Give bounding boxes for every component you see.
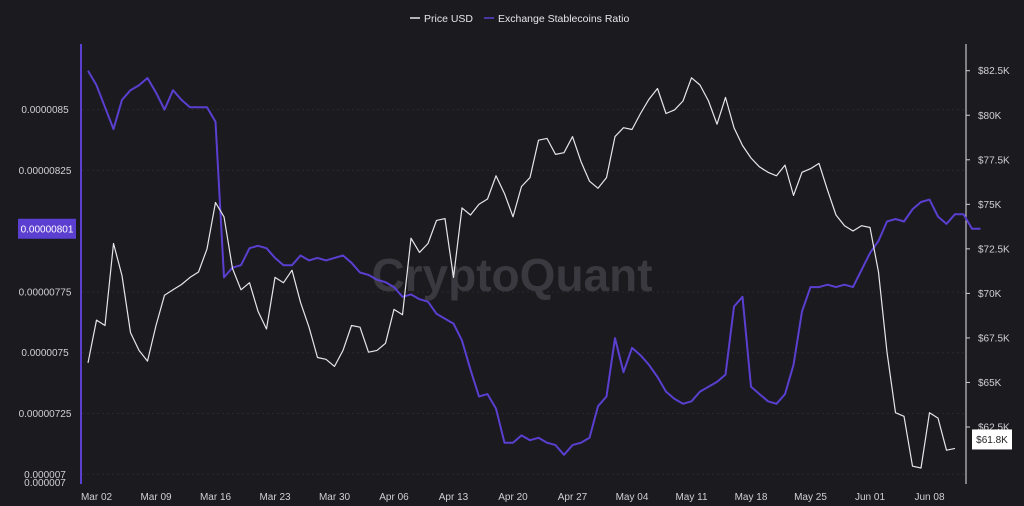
x-axis-ticks: Mar 02 Mar 09 Mar 16 Mar 23 Mar 30 Apr 06 Apr …	[81, 492, 945, 503]
left-current-badge-bg	[18, 218, 76, 239]
legend-label-price: Price USD	[424, 13, 473, 25]
right-tick-label: $67.5K	[978, 333, 1010, 344]
legend-item-ratio[interactable]: Exchange Stablecoins Ratio	[484, 13, 629, 25]
x-tick-label: Jun 08	[914, 492, 944, 503]
series-lines	[87, 70, 981, 469]
x-tick-label: May 18	[735, 492, 768, 503]
x-tick-label: Apr 27	[558, 492, 588, 503]
watermark: CryptoQuant	[371, 249, 652, 301]
left-tick-label: 0.0000085	[21, 105, 69, 116]
right-tick-label: $72.5K	[978, 244, 1010, 255]
left-tick-label: 0.0000075	[21, 348, 69, 359]
x-tick-label: May 25	[794, 492, 827, 503]
x-tick-label: Mar 09	[140, 492, 172, 503]
series-line-exchange-stablecoins-ratio	[87, 70, 981, 456]
legend[interactable]: Price USD Exchange Stablecoins Ratio	[410, 13, 629, 25]
grid	[82, 109, 965, 475]
left-axis-ticks: 0.0000085 0.00000825 0.00000775 0.0000075 0.…	[19, 105, 72, 489]
legend-label-ratio: Exchange Stablecoins Ratio	[498, 13, 629, 25]
series-line-price-usd	[87, 77, 956, 469]
right-tick-label: $62.5K	[978, 422, 1010, 433]
right-tick-label: $80K	[978, 111, 1002, 122]
right-tick-label: $75K	[978, 200, 1002, 211]
left-tick-label: 0.00000775	[19, 287, 72, 298]
x-tick-label: Apr 13	[439, 492, 469, 503]
x-tick-label: Jun 01	[855, 492, 885, 503]
legend-item-price[interactable]: Price USD	[410, 13, 473, 25]
x-tick-label: May 04	[616, 492, 649, 503]
left-tick-label: 0.000007	[24, 470, 66, 481]
left-tick-label: 0.00000825	[19, 166, 72, 177]
right-tick-label: $70K	[978, 289, 1002, 300]
x-tick-label: Mar 23	[259, 492, 291, 503]
right-tick-label: $65K	[978, 378, 1002, 389]
right-tick-label: $77.5K	[978, 155, 1010, 166]
x-tick-label: Apr 06	[379, 492, 409, 503]
x-tick-label: Mar 02	[81, 492, 113, 503]
right-current-badge-bg	[972, 429, 1012, 450]
right-axis-ticks: $82.5K $80K $77.5K $75K $72.5K $70K $67.5K $65K…	[966, 66, 1010, 433]
left-current-badge: 0.00000801	[18, 218, 76, 239]
x-tick-label: Mar 16	[200, 492, 232, 503]
x-tick-label: May 11	[675, 492, 707, 503]
x-tick-label: Mar 30	[319, 492, 351, 503]
x-tick-label: Apr 20	[498, 492, 528, 503]
left-tick-label: 0.00000725	[19, 409, 72, 420]
left-current-badge-label: 0.00000801	[21, 224, 74, 235]
right-current-badge: $61.8K	[972, 429, 1012, 450]
left-tick-label: 0.000007	[24, 478, 66, 489]
right-tick-label: $82.5K	[978, 66, 1010, 77]
right-current-badge-label: $61.8K	[976, 435, 1008, 446]
